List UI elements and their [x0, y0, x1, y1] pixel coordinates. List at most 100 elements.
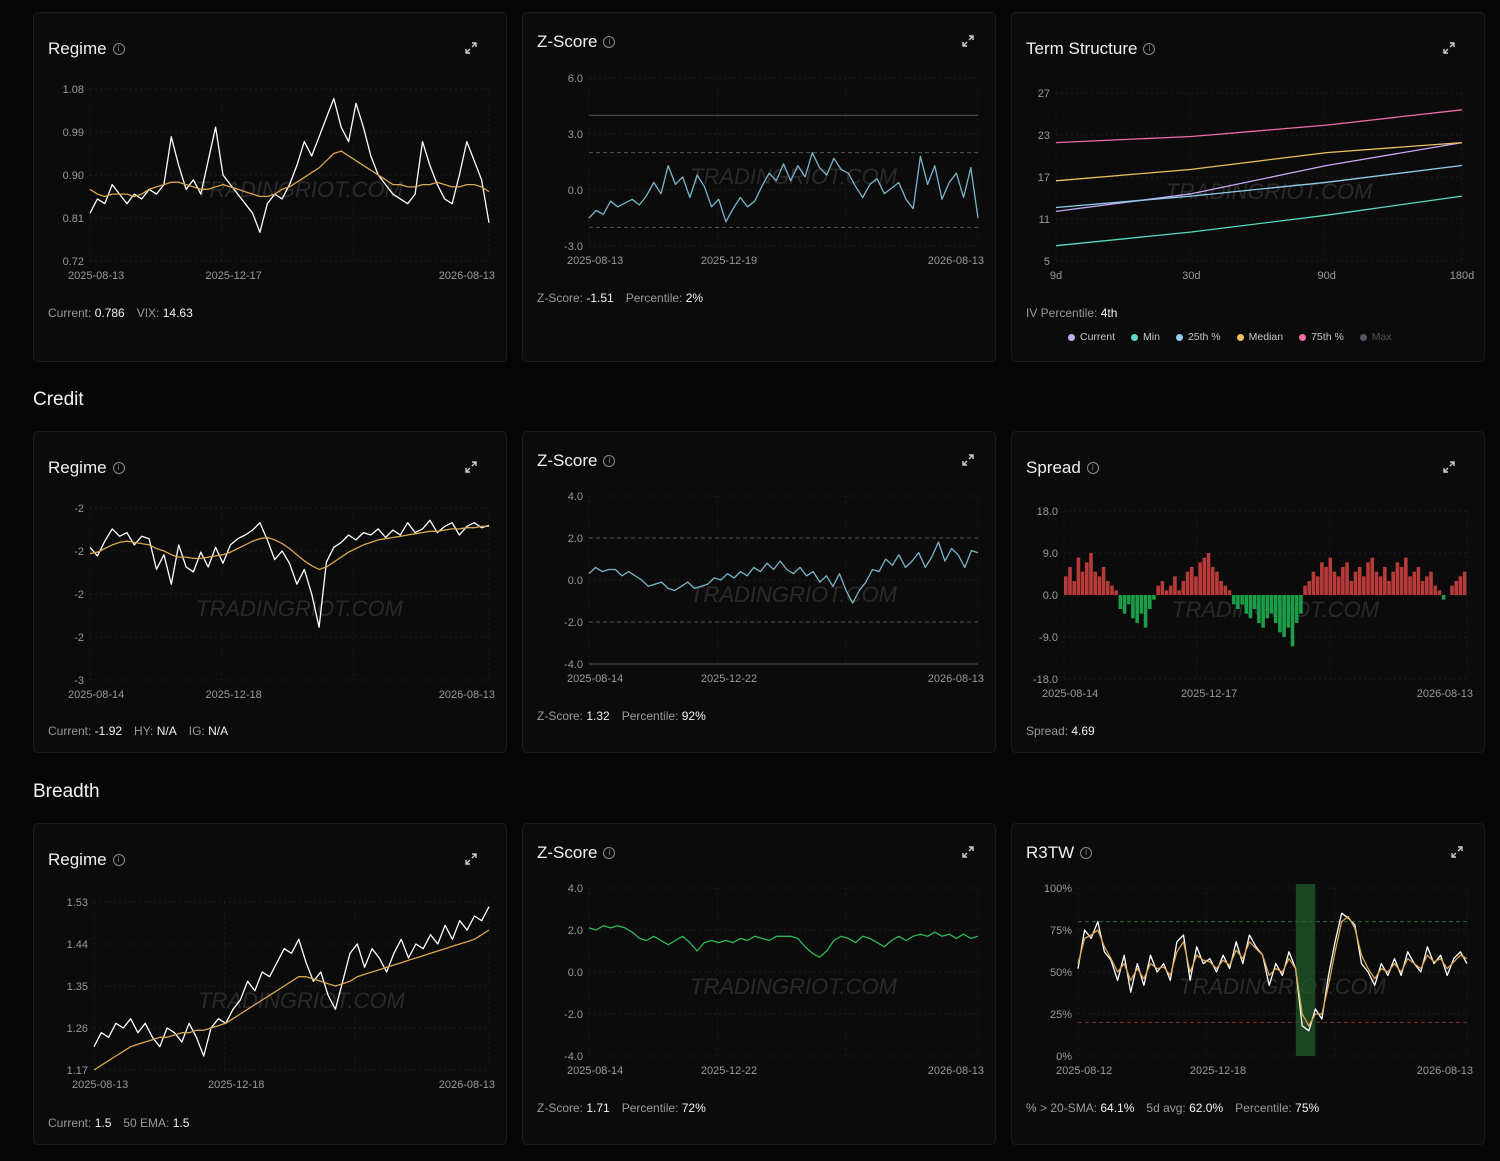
chart-legend: Current Min 25th % Median 75th % Max — [1068, 331, 1392, 343]
x-tick-label: 2025-08-14 — [567, 673, 623, 685]
spread-bar — [1353, 571, 1358, 595]
spread-bar — [1236, 595, 1240, 609]
spread-bar — [1303, 585, 1307, 595]
legend-label: Max — [1371, 331, 1392, 343]
spread-bar — [1135, 595, 1139, 623]
info-icon[interactable]: i — [112, 462, 125, 474]
spread-bar — [1429, 571, 1433, 595]
watermark: TRADINGRIOT.COM — [690, 164, 898, 189]
spread-bar — [1114, 590, 1118, 595]
x-tick-label: 2025-12-17 — [205, 270, 261, 282]
info-icon[interactable]: i — [1143, 43, 1156, 55]
spread-bar — [1299, 595, 1303, 614]
y-tick-label: 100% — [1044, 883, 1072, 895]
spread-bar — [1433, 585, 1438, 595]
panel-title: Z-Score i — [537, 32, 616, 52]
series-line — [93, 906, 490, 1057]
x-tick-label: 2026-08-13 — [439, 270, 495, 282]
spread-bar — [1244, 595, 1249, 614]
info-icon[interactable]: i — [603, 455, 616, 467]
x-tick-label: 2026-08-13 — [1417, 1065, 1473, 1077]
stat-label: IG: — [188, 724, 209, 738]
spread-bar — [1143, 595, 1148, 628]
spread-bar — [1072, 581, 1076, 595]
x-tick-label: 180d — [1450, 270, 1474, 282]
credit-spread-panel: Spread i 18.0 9.0 0.0 -9.0 -18.0 2025-08-14 202… — [1011, 431, 1485, 753]
spread-bar — [1399, 567, 1404, 595]
y-tick-label: 6.0 — [568, 73, 583, 85]
spread-bar — [1395, 562, 1400, 595]
expand-icon[interactable] — [960, 844, 976, 860]
x-tick-label: 2025-12-19 — [701, 255, 757, 267]
spread-bar — [1118, 595, 1123, 609]
spread-bar — [1080, 571, 1085, 595]
spread-bar — [1278, 595, 1282, 633]
stat-label: 50 EMA: — [123, 1116, 173, 1130]
spread-bar — [1147, 595, 1152, 609]
info-icon[interactable]: i — [603, 847, 616, 859]
spread-bar — [1164, 590, 1169, 595]
panel-title: Term Structure i — [1026, 39, 1156, 59]
info-icon[interactable]: i — [1086, 462, 1099, 474]
chart-breadth-regime: 1.53 1.44 1.35 1.26 1.17 2025-08-13 2025-12-18… — [67, 897, 495, 1091]
stat-value: 64.1% — [1100, 1101, 1135, 1115]
panel-title: Z-Score i — [537, 451, 616, 471]
spread-bar — [1152, 595, 1156, 600]
info-icon[interactable]: i — [112, 43, 125, 55]
watermark: TRADINGRIOT.COM — [690, 582, 898, 607]
legend-item[interactable]: Min — [1131, 331, 1160, 343]
y-tick-label: 2.0 — [568, 925, 583, 937]
legend-item[interactable]: 25th % — [1175, 331, 1221, 343]
legend-swatch — [1299, 333, 1307, 341]
vol-regime-panel: Regime i 1.08 0.99 0.90 0.81 0.72 2025-08-13 20… — [33, 12, 507, 362]
spread-bar — [1332, 571, 1337, 595]
x-tick-label: 90d — [1317, 270, 1335, 282]
stat-value: 72% — [681, 1101, 706, 1115]
spread-bar — [1345, 562, 1349, 595]
series-line — [1055, 164, 1463, 209]
y-tick-label: 1.35 — [67, 981, 88, 993]
expand-icon[interactable] — [463, 851, 479, 867]
expand-icon[interactable] — [463, 40, 479, 56]
info-icon[interactable]: i — [112, 854, 125, 866]
y-tick-label: -2 — [74, 589, 84, 601]
spread-bar — [1110, 585, 1114, 595]
y-tick-label: 27 — [1038, 88, 1050, 100]
watermark: TRADINGRIOT.COM — [198, 988, 406, 1013]
spread-bar — [1219, 581, 1223, 595]
stat-value: 0.786 — [94, 306, 125, 320]
stat-value: 2% — [685, 291, 704, 305]
expand-icon[interactable] — [960, 33, 976, 49]
expand-icon[interactable] — [1441, 40, 1457, 56]
spread-bar — [1173, 576, 1177, 595]
legend-swatch — [1068, 333, 1075, 341]
chart-credit-regime: -2 -2 -2 -2 -3 2025-08-14 2025-12-18 2026-08-13… — [68, 503, 495, 701]
expand-icon[interactable] — [1449, 844, 1465, 860]
y-tick-label: 0.99 — [63, 127, 84, 139]
expand-icon[interactable] — [1441, 459, 1457, 475]
spread-bar — [1420, 581, 1425, 595]
stat-label: Percentile: — [621, 709, 682, 723]
info-icon[interactable]: i — [1080, 847, 1093, 859]
legend-item[interactable]: Median — [1236, 331, 1283, 343]
spread-bar — [1387, 581, 1391, 595]
expand-icon[interactable] — [463, 459, 479, 475]
chart-credit-zscore: 4.0 2.0 0.0 -2.0 -4.0 2025-08-14 2025-12-22 202… — [564, 491, 984, 685]
spread-bar — [1231, 595, 1236, 605]
stat-label: Z-Score: — [537, 291, 587, 305]
spread-bar — [1273, 595, 1278, 623]
watermark: TRADINGRIOT.COM — [1179, 974, 1387, 999]
legend-item[interactable]: 75th % — [1299, 331, 1344, 343]
legend-swatch — [1131, 333, 1139, 341]
y-tick-label: -4.0 — [564, 1051, 583, 1063]
spread-bar — [1189, 567, 1194, 595]
y-tick-label: 2.0 — [568, 533, 583, 545]
info-icon[interactable]: i — [603, 36, 616, 48]
section-title-breadth: Breadth — [33, 781, 100, 802]
y-tick-label: 18.0 — [1037, 506, 1058, 518]
legend-item[interactable]: Current — [1068, 331, 1115, 343]
expand-icon[interactable] — [960, 452, 976, 468]
y-tick-label: 3.0 — [568, 129, 583, 141]
legend-item[interactable]: Max — [1359, 331, 1392, 343]
stat-label: VIX: — [136, 306, 163, 320]
